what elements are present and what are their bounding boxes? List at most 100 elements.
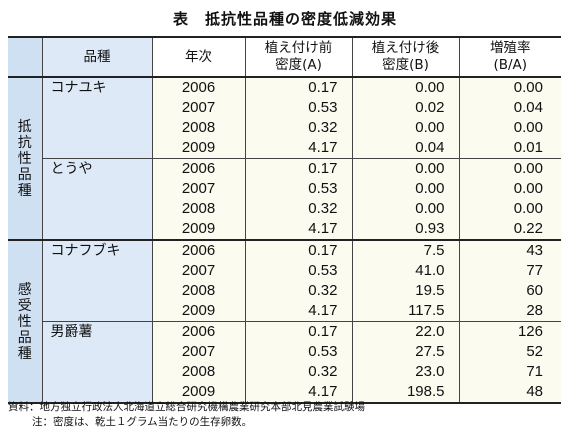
before-cell: 4.17 bbox=[245, 301, 353, 322]
after-cell: 7.5 bbox=[352, 239, 460, 261]
rate-cell: 0.00 bbox=[459, 118, 561, 138]
header-rate-line1: 増殖率 bbox=[490, 40, 531, 56]
rate-cell: 0.00 bbox=[459, 179, 561, 199]
year-cell: 2007 bbox=[152, 261, 246, 281]
source-note: 資料：地方独立行政法人北海道立総合研究機構農業研究本部北見農業試験場 bbox=[8, 401, 365, 413]
variety-touya: とうや bbox=[42, 158, 153, 240]
before-cell: 0.17 bbox=[245, 158, 353, 179]
table-row: 抵抗性品種 コナユキ 2006 0.17 0.00 0.00 bbox=[8, 77, 561, 240]
rate-cell: 71 bbox=[459, 362, 561, 382]
rate-cell: 126 bbox=[459, 321, 561, 342]
before-cell: 0.17 bbox=[245, 77, 353, 98]
header-group-blank bbox=[8, 36, 43, 78]
table-row: 2008 0.32 19.5 60 bbox=[8, 281, 561, 301]
rate-cell: 28 bbox=[459, 301, 561, 322]
after-cell: 22.0 bbox=[352, 321, 460, 342]
after-cell: 0.00 bbox=[352, 158, 460, 179]
before-cell: 0.32 bbox=[245, 199, 353, 219]
year-cell: 2008 bbox=[152, 118, 246, 138]
table-row: 2007 0.53 27.5 52 bbox=[8, 342, 561, 362]
year-cell: 2006 bbox=[152, 239, 246, 261]
year-cell: 2008 bbox=[152, 199, 246, 219]
table-row: 2007 0.53 0.02 0.04 bbox=[8, 98, 561, 118]
variety-danshaku: 男爵薯 bbox=[42, 321, 153, 404]
table-row: 2007 0.53 41.0 77 bbox=[8, 261, 561, 281]
after-cell: 41.0 bbox=[352, 261, 460, 281]
after-cell: 0.00 bbox=[352, 77, 460, 98]
before-cell: 0.17 bbox=[245, 321, 353, 342]
variety-konafubuki: コナフブキ bbox=[42, 239, 153, 322]
table-row: とうや 2006 0.17 0.00 0.00 bbox=[8, 158, 561, 240]
before-cell: 0.53 bbox=[245, 98, 353, 118]
rate-cell: 0.22 bbox=[459, 219, 561, 240]
rate-cell: 0.04 bbox=[459, 98, 561, 118]
year-cell: 2006 bbox=[152, 321, 246, 342]
after-cell: 23.0 bbox=[352, 362, 460, 382]
header-variety: 品種 bbox=[42, 36, 153, 78]
year-cell: 2006 bbox=[152, 158, 246, 179]
header-before-density: 植え付け前 密度(A) bbox=[245, 36, 353, 78]
group-label-resistant: 抵抗性品種 bbox=[8, 77, 43, 240]
rate-cell: 0.00 bbox=[459, 158, 561, 179]
rate-cell: 48 bbox=[459, 382, 561, 404]
table-row: 2008 0.32 23.0 71 bbox=[8, 362, 561, 382]
table-notes: 資料：地方独立行政法人北海道立総合研究機構農業研究本部北見農業試験場 注：密度は… bbox=[8, 400, 365, 430]
header-before-line2: 密度(A) bbox=[275, 57, 322, 73]
after-cell: 0.04 bbox=[352, 138, 460, 159]
year-cell: 2008 bbox=[152, 362, 246, 382]
header-after-density: 植え付け後 密度(B) bbox=[352, 36, 460, 78]
variety-konayuki: コナユキ bbox=[42, 77, 153, 159]
rate-cell: 0.00 bbox=[459, 199, 561, 219]
before-cell: 4.17 bbox=[245, 219, 353, 240]
table-row: 2009 4.17 117.5 28 bbox=[8, 301, 561, 322]
year-cell: 2007 bbox=[152, 342, 246, 362]
header-before-line1: 植え付け前 bbox=[264, 40, 333, 56]
header-after-line2: 密度(B) bbox=[382, 57, 429, 73]
after-cell: 117.5 bbox=[352, 301, 460, 322]
density-table: 品種 年次 植え付け前 密度(A) 植え付け後 密度(B) 増殖率 (B/A) … bbox=[8, 36, 561, 404]
year-cell: 2007 bbox=[152, 179, 246, 199]
year-cell: 2009 bbox=[152, 219, 246, 240]
table-row: 2007 0.53 0.00 0.00 bbox=[8, 179, 561, 199]
before-cell: 0.32 bbox=[245, 281, 353, 301]
header-after-line1: 植え付け後 bbox=[371, 40, 440, 56]
year-cell: 2009 bbox=[152, 301, 246, 322]
header-year: 年次 bbox=[152, 36, 246, 78]
before-cell: 4.17 bbox=[245, 138, 353, 159]
after-cell: 19.5 bbox=[352, 281, 460, 301]
table-row: 2008 0.32 0.00 0.00 bbox=[8, 199, 561, 219]
after-cell: 198.5 bbox=[352, 382, 460, 404]
table-row: 2008 0.32 0.00 0.00 bbox=[8, 118, 561, 138]
table-row: 男爵薯 2006 0.17 22.0 126 bbox=[8, 321, 561, 404]
after-cell: 0.93 bbox=[352, 219, 460, 240]
after-cell: 27.5 bbox=[352, 342, 460, 362]
table-row: 感受性品種 コナフブキ 2006 0.17 7.5 43 bbox=[8, 239, 561, 404]
before-cell: 4.17 bbox=[245, 382, 353, 404]
rate-cell: 43 bbox=[459, 239, 561, 261]
rate-cell: 0.01 bbox=[459, 138, 561, 159]
year-cell: 2007 bbox=[152, 98, 246, 118]
year-cell: 2006 bbox=[152, 77, 246, 98]
before-cell: 0.17 bbox=[245, 239, 353, 261]
before-cell: 0.53 bbox=[245, 342, 353, 362]
after-cell: 0.00 bbox=[352, 199, 460, 219]
after-cell: 0.00 bbox=[352, 179, 460, 199]
table-row: 2009 4.17 198.5 48 bbox=[8, 382, 561, 404]
header-rate-line2: (B/A) bbox=[493, 57, 528, 73]
after-cell: 0.02 bbox=[352, 98, 460, 118]
year-cell: 2009 bbox=[152, 382, 246, 404]
group-label-susceptible: 感受性品種 bbox=[8, 239, 43, 404]
table-row: 2009 4.17 0.93 0.22 bbox=[8, 219, 561, 240]
after-cell: 0.00 bbox=[352, 118, 460, 138]
year-cell: 2009 bbox=[152, 138, 246, 159]
header-growth-rate: 増殖率 (B/A) bbox=[459, 36, 561, 78]
rate-cell: 77 bbox=[459, 261, 561, 281]
density-note: 注：密度は、乾土１グラム当たりの生存卵数。 bbox=[32, 416, 253, 428]
before-cell: 0.53 bbox=[245, 179, 353, 199]
year-cell: 2008 bbox=[152, 281, 246, 301]
rate-cell: 60 bbox=[459, 281, 561, 301]
before-cell: 0.32 bbox=[245, 118, 353, 138]
table-title: 表 抵抗性品種の密度低減効果 bbox=[172, 10, 397, 28]
rate-cell: 0.00 bbox=[459, 77, 561, 98]
table-row: 2009 4.17 0.04 0.01 bbox=[8, 138, 561, 159]
